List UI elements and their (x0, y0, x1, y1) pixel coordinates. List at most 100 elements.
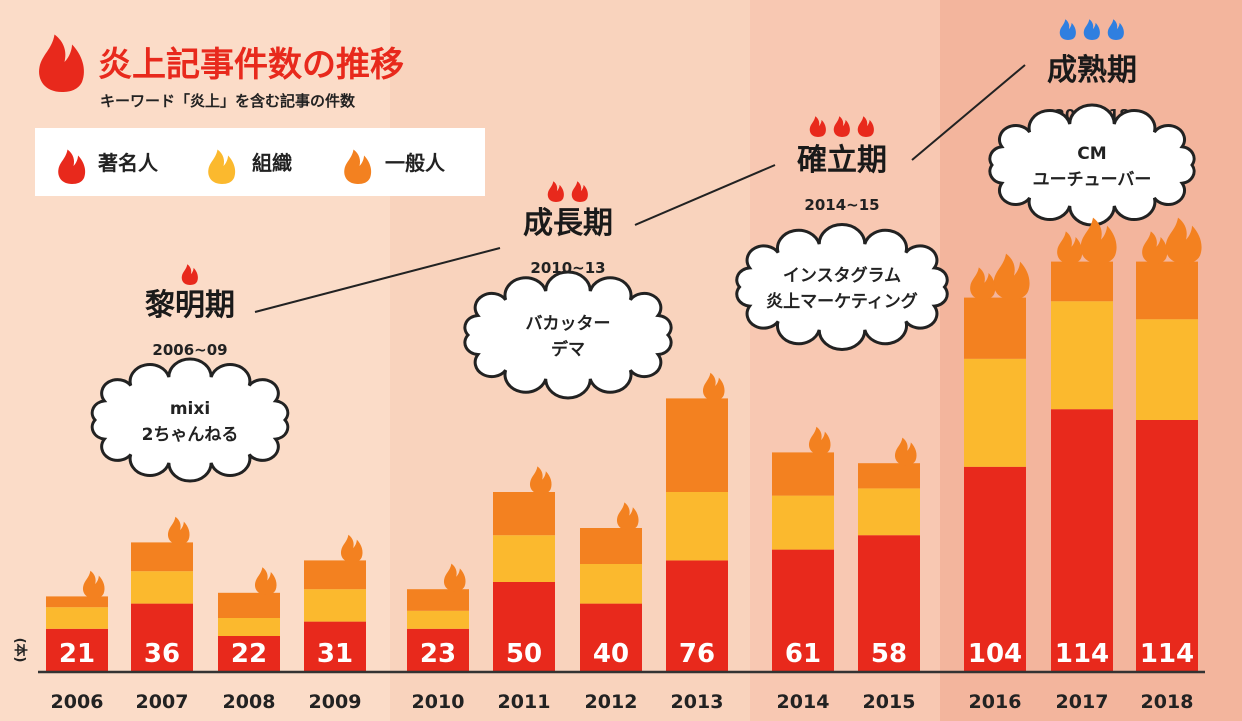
period-name: 成熟期 (1047, 53, 1137, 88)
x-tick-label: 2009 (309, 691, 362, 713)
x-tick-label: 2016 (969, 691, 1022, 713)
bar-segment-general-public (964, 297, 1026, 359)
bar-total-label: 76 (679, 639, 715, 669)
period-name: 成長期 (523, 206, 613, 241)
cloud-text: バカッター (526, 314, 611, 334)
periods: 黎明期2006~09mixi2ちゃんねる成長期2010~13バカッターデマ確立期… (90, 19, 1196, 483)
x-tick-label: 2011 (498, 691, 551, 713)
bar-segment-celebrity (46, 628, 108, 672)
bar-segment-celebrity (304, 621, 366, 672)
bar-total-label: 114 (1055, 639, 1109, 669)
bar-segment-general-public (772, 452, 834, 496)
bar-segment-organization (131, 571, 193, 604)
cloud-text: CM (1077, 144, 1106, 164)
cloud-text: 2ちゃんねる (142, 425, 239, 445)
period-name: 確立期 (797, 143, 887, 178)
bar-2011: 50 (493, 466, 555, 672)
bar-total-label: 36 (144, 639, 180, 669)
bar-segment-organization (858, 488, 920, 536)
bar-segment-organization (964, 358, 1026, 467)
bar-segment-celebrity (493, 582, 555, 672)
x-tick-label: 2012 (585, 691, 638, 713)
bar-segment-organization (46, 607, 108, 629)
chart-title: 炎上記事件数の推移 (98, 45, 404, 85)
cloud-text: インスタグラム (783, 265, 901, 286)
bar-total-label: 58 (871, 639, 907, 669)
bar-segment-organization (1051, 301, 1113, 410)
bar-segment-celebrity (1136, 420, 1198, 672)
legend-label-celebrity: 著名人 (98, 151, 159, 175)
x-tick-label: 2018 (1141, 691, 1194, 713)
bar-segment-celebrity (858, 535, 920, 672)
bar-segment-general-public (1136, 261, 1198, 320)
bar-segment-general-public (304, 560, 366, 590)
bar-segment-celebrity (964, 466, 1026, 672)
bar-segment-celebrity (1051, 409, 1113, 672)
bar-segment-general-public (407, 589, 469, 611)
bar-segment-general-public (580, 528, 642, 564)
bar-2017: 114 (1051, 217, 1117, 672)
bar-segment-celebrity (772, 549, 834, 672)
legend-label-organization: 組織 (252, 151, 292, 175)
chart-subtitle: キーワード「炎上」を含む記事の件数 (100, 92, 356, 110)
bar-total-label: 23 (420, 639, 456, 669)
bar-segment-organization (580, 564, 642, 604)
x-tick-label: 2008 (223, 691, 276, 713)
bar-total-label: 40 (593, 639, 629, 669)
bar-segment-general-public (493, 492, 555, 536)
bar-total-label: 50 (506, 639, 542, 669)
bar-total-label: 104 (968, 639, 1022, 669)
bar-segment-celebrity (580, 603, 642, 672)
bar-segment-celebrity (218, 636, 280, 672)
bar-segment-organization (407, 610, 469, 629)
bar-segment-organization (304, 589, 366, 622)
bar-segment-general-public (218, 592, 280, 618)
bar-segment-celebrity (407, 628, 469, 672)
period-name: 黎明期 (145, 288, 235, 323)
period-3: 成熟期2016~18CMユーチューバー (988, 19, 1196, 227)
x-tick-label: 2007 (136, 691, 189, 713)
bar-segment-organization (218, 618, 280, 636)
cloud-text: デマ (551, 339, 585, 360)
bar-segment-organization (772, 495, 834, 550)
bar-2012: 40 (580, 502, 642, 672)
legend-label-general-public: 一般人 (385, 151, 446, 175)
bar-2010: 23 (407, 563, 469, 672)
bar-2007: 36 (131, 516, 193, 672)
bar-segment-general-public (1051, 261, 1113, 302)
period-years: 2014~15 (804, 196, 879, 214)
bar-2014: 61 (772, 426, 834, 672)
bar-2006: 21 (46, 570, 108, 672)
bar-2008: 22 (218, 567, 280, 672)
bar-segment-general-public (858, 463, 920, 489)
x-tick-label: 2006 (51, 691, 104, 713)
bar-2016: 104 (964, 253, 1030, 672)
bar-total-label: 22 (231, 639, 267, 669)
x-tick-label: 2010 (412, 691, 465, 713)
bar-segment-organization (666, 492, 728, 561)
cloud-text: mixi (170, 399, 210, 419)
legend: 著名人 組織 一般人 (35, 128, 485, 196)
x-tick-label: 2014 (777, 691, 830, 713)
timeline-connectors (254, 64, 1026, 313)
bar-segment-general-public (46, 596, 108, 608)
x-tick-label: 2017 (1056, 691, 1109, 713)
bar-segment-organization (493, 535, 555, 582)
bar-segment-general-public (131, 542, 193, 572)
cloud-text: ユーチューバー (1033, 170, 1152, 190)
bar-segment-general-public (666, 398, 728, 492)
cloud-bubble: CM ユーチューバー (988, 103, 1196, 227)
cloud-bubble: mixi 2ちゃんねる (90, 357, 290, 483)
period-years: 2010~13 (530, 259, 605, 277)
bar-total-label: 21 (59, 639, 95, 669)
x-tick-labels: 2006 2007 2008 2009 2010 2011 2012 2013 2014 2015… (51, 691, 1194, 713)
bar-segment-organization (1136, 319, 1198, 420)
bar-2009: 31 (304, 534, 366, 672)
period-0: 黎明期 2006~09 mixi 2ちゃんねる (90, 264, 290, 483)
bar-2018: 114 (1136, 217, 1202, 672)
